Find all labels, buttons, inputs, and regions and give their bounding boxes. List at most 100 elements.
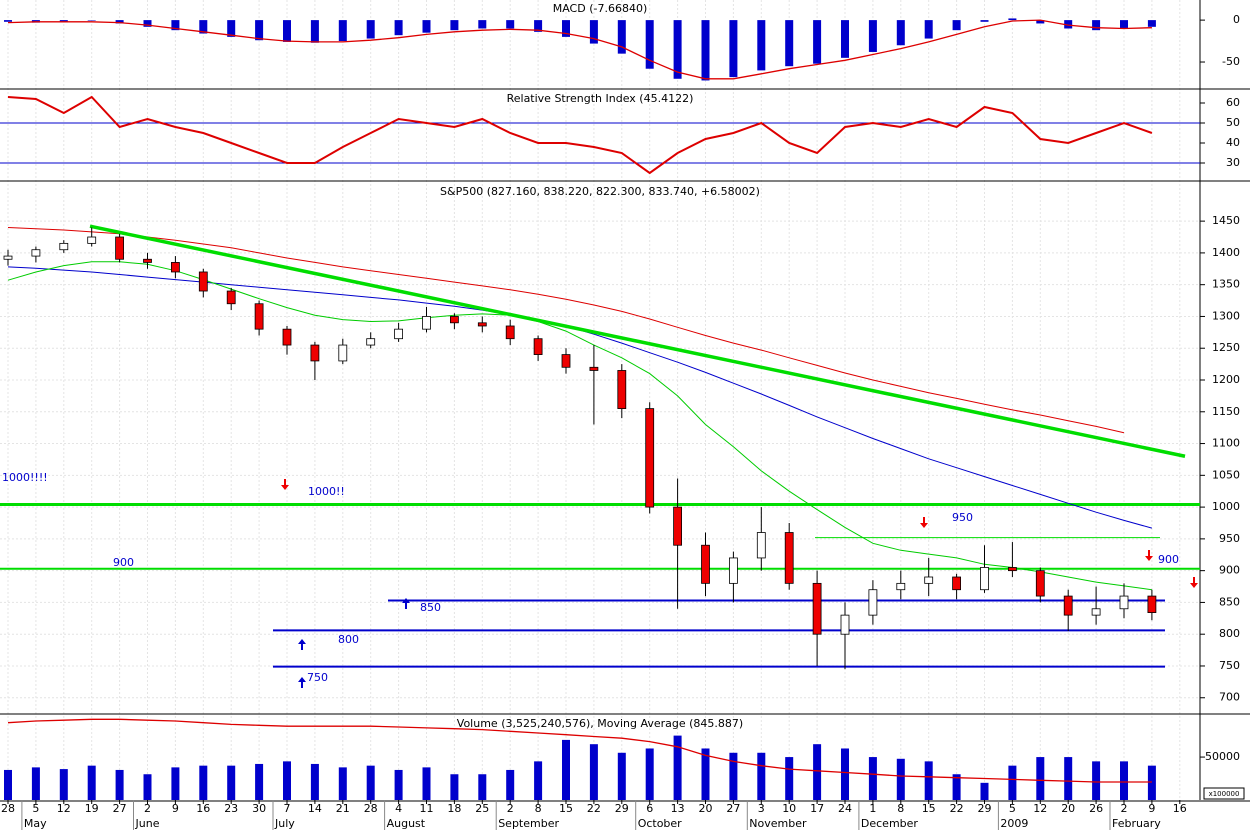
bar [617, 752, 626, 800]
x-tick-label: 30 [252, 802, 266, 815]
arrow-head [281, 485, 289, 490]
month-label: July [274, 817, 295, 830]
bar [924, 761, 933, 800]
bar [4, 20, 12, 22]
candle-body [31, 249, 41, 257]
y-tick-label: 40 [1226, 136, 1240, 149]
bar [450, 20, 459, 31]
bar [310, 763, 319, 800]
bar [478, 774, 487, 800]
x-tick-label: 21 [336, 802, 350, 815]
x-tick-label: 16 [196, 802, 210, 815]
month-label: May [24, 817, 47, 830]
y-tick-label: 50 [1226, 116, 1240, 129]
annotation: 950 [952, 511, 973, 524]
bar [227, 20, 236, 37]
candle-body [840, 614, 850, 635]
bar [255, 763, 264, 800]
bar [701, 748, 710, 800]
month-label: December [861, 817, 919, 830]
candle-body [868, 589, 878, 616]
bar [59, 769, 68, 800]
candle-body [254, 303, 264, 330]
month-label: 2009 [1000, 817, 1028, 830]
candle-body [729, 557, 738, 584]
x-tick-label: 6 [646, 802, 653, 815]
x-tick-label: 25 [475, 802, 489, 815]
y-tick-label: 850 [1219, 595, 1240, 608]
x-tick-label: 23 [224, 802, 238, 815]
series-line [7, 718, 1152, 783]
x-tick-label: 2 [144, 802, 151, 815]
bar [673, 735, 682, 800]
x-tick-label: 29 [978, 802, 992, 815]
panel-title: Relative Strength Index (45.4122) [507, 92, 694, 105]
y-tick-label: 750 [1219, 659, 1240, 672]
y-tick-label: 1400 [1212, 246, 1240, 259]
bar [757, 752, 766, 800]
bar [534, 20, 543, 32]
bar [1120, 20, 1128, 29]
bar [1147, 765, 1156, 800]
bar [59, 20, 68, 22]
bar [143, 774, 152, 800]
annotation: 800 [338, 633, 359, 646]
candle-body [366, 338, 376, 346]
candle-body [617, 370, 627, 409]
bar [589, 744, 598, 800]
x-tick-label: 29 [615, 802, 629, 815]
candle-body [1035, 570, 1045, 597]
bar [1064, 20, 1073, 29]
candle-body [756, 532, 766, 559]
y-tick-label: 1300 [1212, 309, 1240, 322]
y-tick-label: 1350 [1212, 278, 1240, 291]
series-line [7, 95, 1153, 175]
x-tick-label: 28 [364, 802, 378, 815]
x-tick-label: 27 [726, 802, 740, 815]
x-tick-label: 10 [782, 802, 796, 815]
bar [868, 757, 877, 800]
bar [171, 767, 180, 800]
bar [1092, 761, 1101, 800]
bar [1036, 20, 1045, 24]
multiplier-box [1203, 787, 1245, 800]
candle-body [115, 236, 124, 260]
bar [562, 20, 570, 37]
bar [785, 20, 794, 67]
bar [87, 20, 96, 21]
bar [841, 748, 849, 800]
x-tick-label: 11 [420, 802, 434, 815]
annotation: 900 [113, 556, 134, 569]
candle-body [980, 567, 989, 591]
candle-body [87, 236, 97, 244]
y-tick-label: 700 [1219, 691, 1240, 704]
bar [980, 782, 989, 800]
arrow-head [920, 523, 928, 528]
bar [199, 20, 208, 34]
bar [506, 20, 515, 29]
y-tick-label: 1050 [1212, 468, 1240, 481]
bar [338, 20, 347, 42]
bar [199, 765, 208, 800]
annotation: 900 [1158, 553, 1179, 566]
x-tick-label: 20 [1061, 802, 1075, 815]
month-label: October [638, 817, 682, 830]
candle-body [952, 576, 961, 591]
x-tick-label: 2 [507, 802, 514, 815]
x-tick-label: 26 [1089, 802, 1103, 815]
bar [255, 20, 264, 41]
bar [422, 20, 431, 33]
candle-body [170, 262, 180, 273]
y-tick-label: 1000 [1212, 500, 1240, 513]
trendline [89, 224, 1186, 458]
bar [1092, 20, 1101, 31]
x-tick-label: 13 [671, 802, 685, 815]
annotation: 750 [307, 671, 328, 684]
x-tick-label: 16 [1173, 802, 1187, 815]
y-tick-label: 1200 [1212, 373, 1240, 386]
bar [310, 20, 319, 43]
annotation: 1000!! [308, 485, 345, 498]
x-tick-label: 12 [1033, 802, 1047, 815]
y-tick-label: 1250 [1212, 341, 1240, 354]
